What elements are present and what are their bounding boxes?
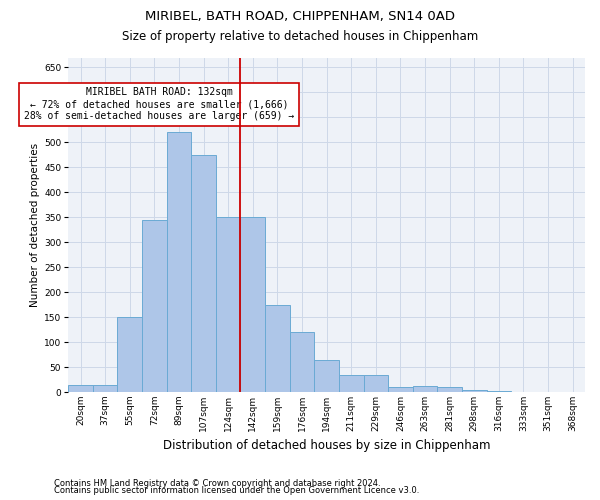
Text: Contains public sector information licensed under the Open Government Licence v3: Contains public sector information licen… bbox=[54, 486, 419, 495]
Y-axis label: Number of detached properties: Number of detached properties bbox=[30, 142, 40, 307]
Bar bbox=[241, 218, 265, 392]
Bar bbox=[167, 132, 191, 392]
Bar bbox=[290, 332, 314, 392]
Bar bbox=[314, 360, 339, 392]
Bar bbox=[142, 220, 167, 392]
Bar bbox=[364, 374, 388, 392]
Bar bbox=[487, 391, 511, 392]
Bar bbox=[68, 384, 93, 392]
Bar bbox=[93, 384, 118, 392]
X-axis label: Distribution of detached houses by size in Chippenham: Distribution of detached houses by size … bbox=[163, 440, 490, 452]
Text: MIRIBEL BATH ROAD: 132sqm
← 72% of detached houses are smaller (1,666)
28% of se: MIRIBEL BATH ROAD: 132sqm ← 72% of detac… bbox=[24, 88, 295, 120]
Bar bbox=[216, 218, 241, 392]
Bar bbox=[265, 304, 290, 392]
Bar bbox=[462, 390, 487, 392]
Bar bbox=[118, 317, 142, 392]
Bar bbox=[413, 386, 437, 392]
Bar bbox=[437, 387, 462, 392]
Text: Contains HM Land Registry data © Crown copyright and database right 2024.: Contains HM Land Registry data © Crown c… bbox=[54, 478, 380, 488]
Bar bbox=[388, 387, 413, 392]
Text: Size of property relative to detached houses in Chippenham: Size of property relative to detached ho… bbox=[122, 30, 478, 43]
Bar bbox=[339, 374, 364, 392]
Text: MIRIBEL, BATH ROAD, CHIPPENHAM, SN14 0AD: MIRIBEL, BATH ROAD, CHIPPENHAM, SN14 0AD bbox=[145, 10, 455, 23]
Bar bbox=[191, 155, 216, 392]
